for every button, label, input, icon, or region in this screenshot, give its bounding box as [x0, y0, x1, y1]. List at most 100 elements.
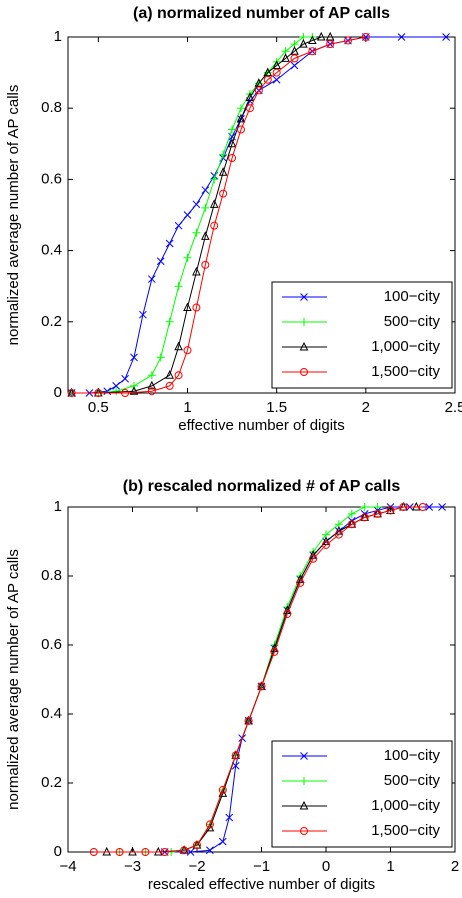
marker [386, 506, 395, 515]
series-line [71, 36, 366, 394]
marker [300, 318, 308, 326]
legend: 100−city 500−city 1,000−city 1,500−city [271, 740, 453, 848]
x-axis-label: effective number of digits [178, 417, 344, 434]
x-tick-label: −4 [59, 858, 76, 875]
marker [225, 813, 234, 822]
marker [299, 39, 308, 48]
y-tick-label: 0.6 [41, 170, 62, 187]
marker [227, 138, 237, 148]
marker [210, 175, 219, 184]
y-tick-label: 0.4 [41, 705, 62, 722]
marker [103, 387, 112, 396]
x-tick-label: 0 [322, 858, 330, 875]
marker [139, 310, 147, 319]
marker [281, 53, 290, 62]
y-axis-label: normalized average number of AP calls [5, 85, 22, 346]
marker [183, 211, 192, 219]
marker [192, 266, 201, 276]
marker [156, 257, 165, 266]
marker [300, 777, 308, 785]
x-tick-label: 2.5 [445, 399, 462, 416]
marker [165, 239, 174, 248]
marker [347, 520, 356, 529]
legend-label: 1,500−city [371, 822, 440, 839]
marker [141, 848, 150, 856]
x-tick-label: 2 [362, 399, 370, 416]
y-tick-label: 0.4 [41, 242, 62, 259]
marker [183, 346, 192, 355]
x-tick-label: 1 [386, 858, 394, 875]
marker [174, 221, 183, 230]
marker [192, 839, 202, 849]
marker [326, 40, 335, 49]
legend-label: 500−city [384, 772, 441, 789]
marker [165, 381, 174, 390]
y-tick-label: 0 [54, 384, 62, 401]
y-tick-label: 0.8 [41, 99, 62, 116]
marker [257, 682, 266, 691]
marker [174, 371, 183, 380]
marker [192, 228, 201, 237]
marker [192, 303, 201, 312]
marker [347, 509, 356, 518]
marker [296, 578, 305, 587]
marker [147, 380, 157, 390]
marker [300, 752, 308, 760]
marker [299, 800, 309, 810]
marker [218, 167, 228, 176]
marker [174, 341, 183, 351]
marker [438, 503, 446, 511]
legend-label: 100−city [384, 288, 441, 305]
marker [218, 785, 227, 794]
marker [334, 530, 343, 539]
legend-label: 1,000−city [371, 797, 440, 814]
legend-label: 1,000−city [371, 338, 440, 355]
marker [361, 33, 370, 41]
x-tick-label: 2 [451, 858, 459, 875]
marker [205, 820, 214, 829]
marker [360, 503, 369, 511]
marker [236, 113, 246, 123]
marker [209, 199, 219, 208]
y-tick-label: 0 [54, 843, 62, 860]
marker [219, 150, 228, 159]
legend: 100−city 500−city 1,000−city 1,500−city [271, 281, 453, 389]
marker [129, 381, 138, 390]
marker [67, 389, 76, 397]
y-tick-label: 0.8 [41, 567, 62, 584]
y-tick-label: 1 [54, 28, 62, 45]
marker [397, 33, 406, 41]
marker [206, 846, 214, 855]
marker [147, 387, 156, 396]
marker [300, 827, 309, 835]
marker [343, 36, 352, 45]
marker [231, 751, 240, 760]
marker [147, 275, 156, 283]
marker [183, 253, 192, 262]
marker [165, 370, 174, 379]
marker [290, 46, 299, 55]
marker [112, 382, 121, 390]
marker [236, 104, 245, 113]
marker [290, 61, 299, 70]
marker [219, 189, 228, 198]
legend-label: 500−city [384, 313, 441, 330]
marker [399, 503, 408, 511]
marker [165, 317, 174, 326]
marker [94, 389, 103, 397]
marker [418, 503, 427, 511]
marker [236, 125, 245, 134]
marker [193, 841, 202, 850]
marker [186, 848, 195, 856]
series-line [71, 36, 331, 394]
marker [192, 200, 201, 209]
marker [245, 92, 255, 102]
marker [201, 260, 210, 269]
marker [201, 186, 210, 194]
marker [325, 31, 335, 41]
x-tick-label: −1 [253, 858, 270, 875]
marker [257, 681, 266, 690]
plot-frame [67, 36, 456, 394]
marker [283, 609, 292, 618]
